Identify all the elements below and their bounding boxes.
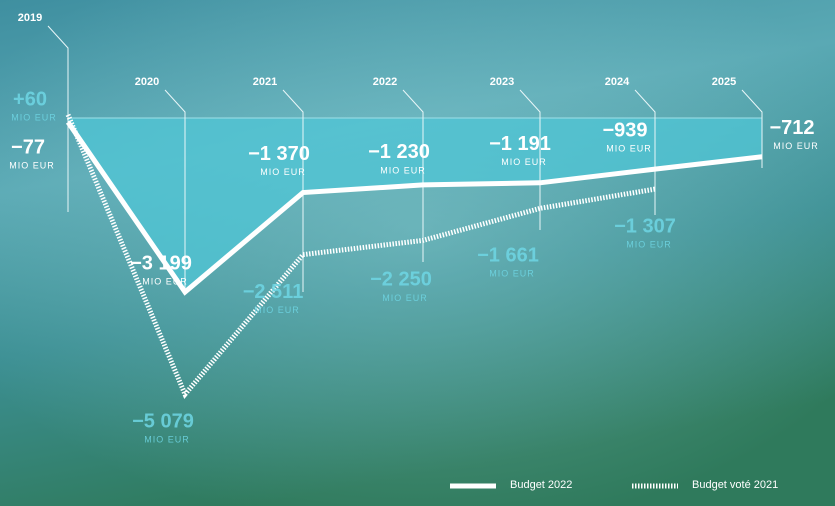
unit-label: MIO EUR	[260, 167, 306, 177]
unit-label: MIO EUR	[144, 435, 190, 445]
year-guide	[519, 89, 541, 230]
unit-label: MIO EUR	[606, 143, 652, 153]
series-line	[65, 113, 656, 400]
year-guide	[634, 89, 656, 215]
unit-label: MIO EUR	[382, 293, 428, 303]
unit-label: MIO EUR	[11, 112, 57, 122]
value-label: −2 511	[243, 281, 304, 303]
value-label: −77	[11, 136, 45, 158]
deficit-area	[68, 118, 762, 293]
year-label: 2025	[712, 76, 736, 88]
year-label: 2024	[605, 76, 630, 88]
unit-label: MIO EUR	[9, 160, 55, 170]
legend-label: Budget voté 2021	[692, 479, 778, 491]
unit-label: MIO EUR	[626, 239, 672, 249]
year-label: 2022	[373, 76, 397, 88]
value-label: +60	[13, 88, 47, 110]
year-label: 2021	[253, 76, 277, 88]
value-label: −712	[769, 117, 814, 139]
value-label: −1 191	[489, 133, 551, 155]
unit-label: MIO EUR	[142, 276, 188, 286]
unit-label: MIO EUR	[773, 141, 819, 151]
value-label: −1 370	[248, 143, 310, 165]
year-guide	[402, 89, 424, 262]
value-label: −1 307	[614, 215, 676, 237]
legend-label: Budget 2022	[510, 479, 572, 491]
value-label: −5 079	[132, 411, 194, 433]
value-label: −939	[602, 119, 647, 141]
unit-label: MIO EUR	[380, 165, 426, 175]
year-guide	[741, 89, 763, 168]
series-line	[65, 120, 763, 296]
unit-label: MIO EUR	[254, 305, 300, 315]
value-label: −3 199	[130, 252, 192, 274]
unit-label: MIO EUR	[489, 269, 535, 279]
value-label: −2 250	[370, 269, 432, 291]
year-guide	[47, 25, 69, 212]
unit-label: MIO EUR	[501, 157, 547, 167]
year-label: 2019	[18, 12, 42, 24]
year-guide	[164, 89, 186, 292]
year-guide	[282, 89, 304, 292]
year-label: 2023	[490, 76, 514, 88]
year-label: 2020	[135, 76, 159, 88]
value-label: −1 661	[477, 245, 539, 267]
value-label: −1 230	[368, 141, 430, 163]
